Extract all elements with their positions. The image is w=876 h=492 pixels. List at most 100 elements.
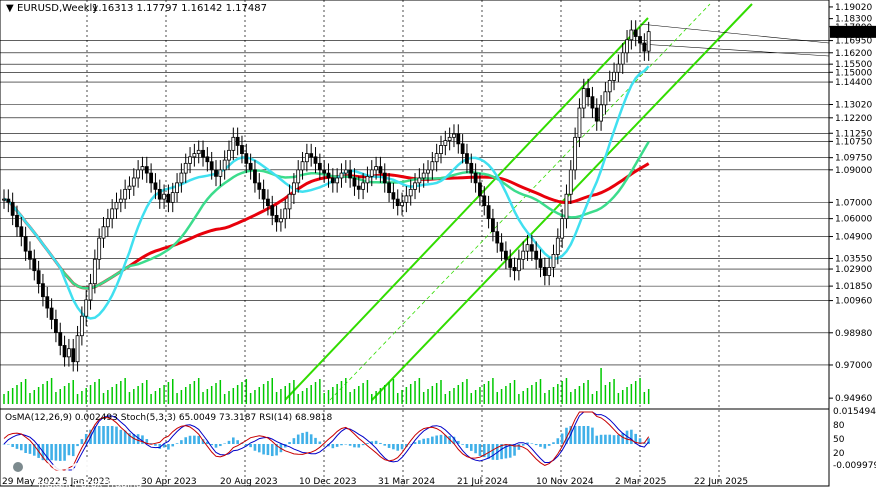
candle-body [291,182,296,195]
candle-body [88,283,93,301]
candle-body [382,172,387,184]
candle-body [378,166,383,174]
time-axis-label: 29 May 2022 [2,477,61,487]
header: ▼ EURUSD,Weekly 1.16313 1.17797 1.16142 … [6,3,267,14]
indicator-axis-label: 50 [833,435,845,445]
candle-body [114,201,119,210]
candle-body [105,218,110,228]
indicator-axis-label: -0.0099797 [833,461,876,471]
candle-body [244,153,249,164]
candle-body [577,107,582,138]
candle-body [633,29,638,37]
price-axis-label: 1.18300 [835,15,872,25]
candle-body [586,88,590,98]
indicator-panel [2,411,650,471]
candle-body [149,172,154,184]
price-axis-label: 1.13020 [835,100,872,110]
candle-body [599,104,603,122]
candle-body [118,198,123,203]
symbol-menu-icon[interactable]: ▼ [6,3,14,14]
candle-body [516,258,521,272]
candle-body [240,145,244,154]
candle-body [313,156,318,164]
candle-body [79,315,84,337]
candle-body [400,201,404,207]
candle-body [266,198,270,207]
candle-body [28,250,32,260]
candle-body [322,169,327,174]
candle-body [343,169,348,174]
candle-body [352,177,357,187]
time-axis-label: 10 Dec 2023 [299,477,357,487]
candle-body [75,335,80,363]
candle-body [551,254,556,268]
price-axis-label: 1.03550 [835,254,872,264]
candle-body [607,80,612,93]
candle-body [296,169,301,184]
candle-body [32,258,37,272]
candle-body [136,169,141,179]
candle-body [603,91,608,106]
candle-body [101,226,106,239]
watermark-brand: instaforex [32,455,138,480]
candle-body [274,214,279,223]
indicator-header: OsMA(12,26,9) 0.002493 Stoch(5,3,3) 65.0… [5,413,333,423]
candle-body [361,182,366,190]
ma-cyan-line [3,65,650,320]
candle-body [465,153,469,164]
price-axis-label: 1.04900 [835,233,872,243]
candle-body [227,149,231,161]
watermark: instaforex Instant Forex Trading [8,455,142,490]
candlesticks [2,20,651,372]
candle-body [192,153,197,158]
candle-body [279,218,283,223]
instaforex-logo-inner-icon [13,462,23,472]
candle-body [594,107,599,122]
candle-body [495,231,500,244]
candle-body [408,188,413,197]
candle-body [45,296,50,309]
chart-title: EURUSD,Weekly [17,3,98,14]
candle-body [97,237,102,260]
candle-body [491,218,495,233]
candle-body [499,242,504,252]
candle-body [590,96,595,109]
candle-body [71,348,76,363]
candle-body [404,195,409,203]
candle-body [348,169,353,179]
candle-body [196,149,201,154]
candle-body [317,162,322,171]
candle-body [616,63,621,73]
candle-body [478,182,482,197]
chart-grid [86,0,720,486]
time-axis: 29 May 2022 5 Jan 2023 30 Apr 2023 20 Aug 2… [2,477,748,487]
candle-body [235,136,240,146]
price-axis-label: 0.94960 [835,394,872,404]
candle-body [144,166,149,174]
candle-body [270,205,275,216]
price-axis-label: 1.01850 [835,282,872,292]
candle-body [166,193,171,203]
price-axis-label: 1.11250 [835,129,872,139]
time-axis-label: 10 Nov 2024 [536,477,594,487]
candle-body [564,193,569,220]
candle-body [447,136,452,141]
candle-body [413,182,417,190]
price-axis-label: 1.19020 [835,3,872,13]
candle-body [434,153,439,163]
candle-body [183,162,188,174]
price-axis-label: 1.06000 [835,215,872,225]
candle-body [222,159,227,171]
indicator-axis-label: 20 [833,449,845,459]
candle-body [153,182,158,190]
candle-body [170,192,175,203]
candle-body [625,39,629,54]
candle-body [283,208,288,220]
candle-body [503,250,508,260]
candle-body [123,188,128,200]
candle-body [638,36,642,44]
watermark-tagline: Instant Forex Trading [38,478,142,490]
candle-body [542,267,547,276]
candle-body [253,169,257,184]
